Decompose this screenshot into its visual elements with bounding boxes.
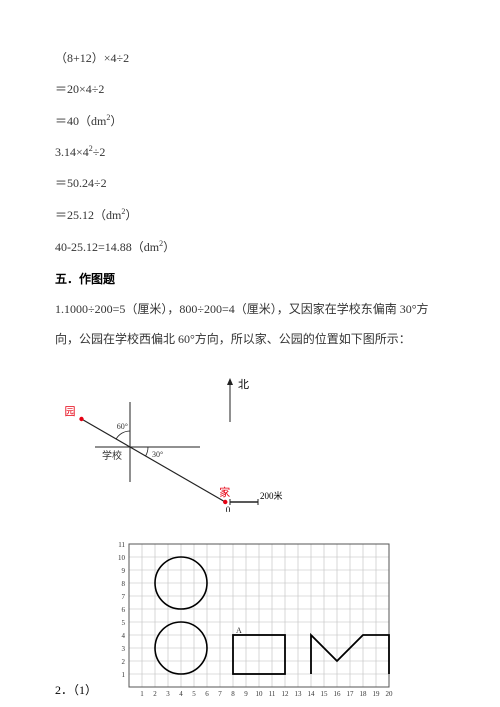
svg-text:10: 10 xyxy=(118,554,126,562)
svg-text:11: 11 xyxy=(118,541,125,549)
svg-text:18: 18 xyxy=(360,690,368,697)
svg-text:北: 北 xyxy=(238,378,249,391)
svg-text:3: 3 xyxy=(122,645,126,653)
calc-line-4-pre: 3.14×4 xyxy=(55,145,89,159)
q2-row: 2．（1） 1234567891011121314151617181920123… xyxy=(55,537,445,702)
svg-text:8: 8 xyxy=(231,690,235,697)
svg-text:17: 17 xyxy=(347,690,355,697)
svg-text:6: 6 xyxy=(122,606,126,614)
grid-diagram: 1234567891011121314151617181920123456789… xyxy=(105,537,405,702)
svg-text:7: 7 xyxy=(218,690,222,697)
svg-text:19: 19 xyxy=(373,690,381,697)
svg-text:学校: 学校 xyxy=(102,449,122,462)
calc-line-4: 3.14×42÷2 xyxy=(55,143,445,161)
svg-text:16: 16 xyxy=(334,690,342,697)
section-5-title: 五．作图题 xyxy=(55,270,445,287)
svg-text:5: 5 xyxy=(122,619,126,627)
svg-text:9: 9 xyxy=(244,690,248,697)
svg-text:30°: 30° xyxy=(152,450,163,459)
svg-text:家: 家 xyxy=(219,485,230,499)
calc-line-6-pre: ＝25.12（dm xyxy=(55,208,121,222)
svg-text:11: 11 xyxy=(269,690,276,697)
svg-text:5: 5 xyxy=(192,690,196,697)
svg-text:20: 20 xyxy=(386,690,394,697)
svg-text:14: 14 xyxy=(308,690,316,697)
q1-line2: 向，公园在学校西偏北 60°方向，所以家、公园的位置如下图所示： xyxy=(55,331,445,348)
svg-text:12: 12 xyxy=(282,690,290,697)
calc-line-5: ＝50.24÷2 xyxy=(55,175,445,192)
svg-text:1: 1 xyxy=(122,671,126,679)
svg-text:0: 0 xyxy=(226,505,231,512)
svg-text:4: 4 xyxy=(122,632,126,640)
svg-text:A: A xyxy=(236,626,242,635)
calc-line-6-post: ） xyxy=(125,208,137,222)
svg-text:13: 13 xyxy=(295,690,303,697)
svg-text:2: 2 xyxy=(122,658,126,666)
calc-line-3: ＝40（dm2） xyxy=(55,112,445,130)
calc-line-3-pre: ＝40（dm xyxy=(55,114,106,128)
calc-line-6: ＝25.12（dm2） xyxy=(55,206,445,224)
calc-line-4-post: ÷2 xyxy=(93,145,106,159)
svg-text:6: 6 xyxy=(205,690,209,697)
svg-text:2: 2 xyxy=(153,690,157,697)
calc-line-7-pre: 40-25.12=14.88（dm xyxy=(55,240,159,254)
q1-line1: 1.1000÷200=5（厘米），800÷200=4（厘米），又因家在学校东偏南… xyxy=(55,301,445,318)
svg-text:4: 4 xyxy=(179,690,183,697)
calc-line-7-post: ） xyxy=(163,240,175,254)
svg-text:15: 15 xyxy=(321,690,329,697)
svg-text:公园: 公园 xyxy=(65,405,76,418)
direction-diagram: 公园家 30° 60° 学校 北 0 200米 xyxy=(65,362,445,517)
svg-text:10: 10 xyxy=(256,690,264,697)
calc-line-3-post: ） xyxy=(110,114,122,128)
svg-text:8: 8 xyxy=(122,580,126,588)
calc-line-7: 40-25.12=14.88（dm2） xyxy=(55,238,445,256)
q2-label: 2．（1） xyxy=(55,681,97,702)
svg-text:200米: 200米 xyxy=(260,490,283,501)
svg-text:9: 9 xyxy=(122,567,126,575)
svg-text:60°: 60° xyxy=(117,422,128,431)
svg-text:1: 1 xyxy=(140,690,144,697)
svg-text:3: 3 xyxy=(166,690,170,697)
svg-text:7: 7 xyxy=(122,593,126,601)
calc-line-1: （8+12）×4÷2 xyxy=(55,50,445,67)
calc-line-2: ＝20×4÷2 xyxy=(55,81,445,98)
